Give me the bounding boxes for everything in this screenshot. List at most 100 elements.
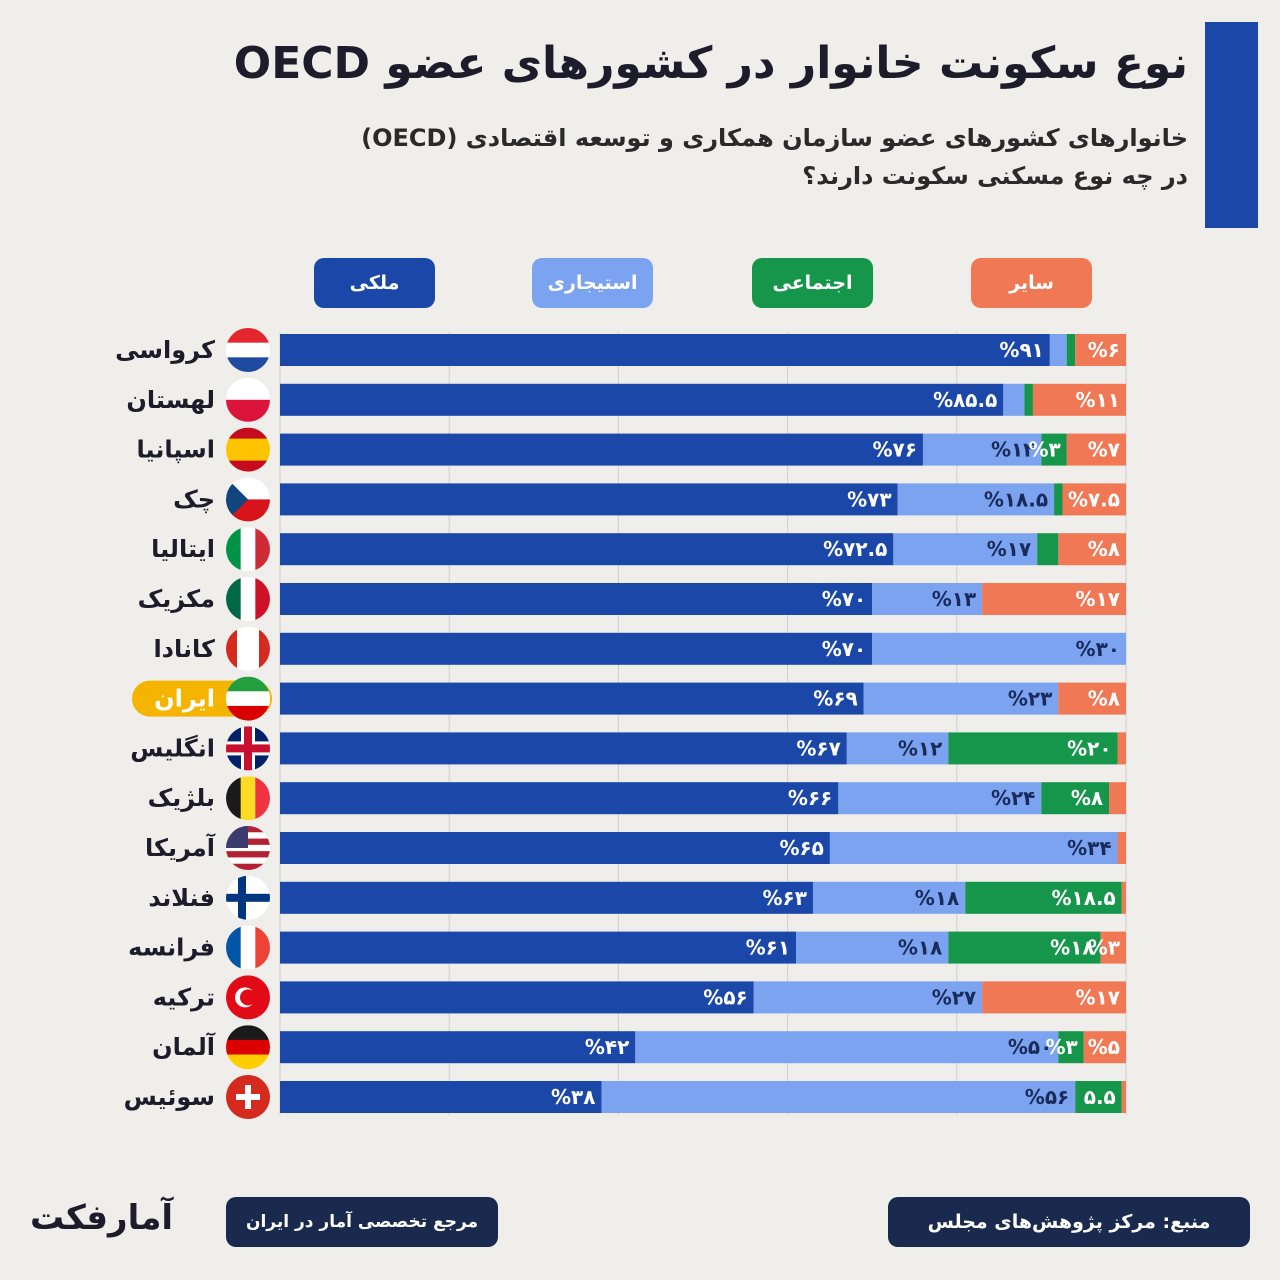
flag-stripe xyxy=(240,776,256,821)
flag-stripe xyxy=(226,1054,270,1070)
value-label: %۳ xyxy=(1029,438,1061,462)
flag-stripe xyxy=(255,577,270,621)
value-label: %۷۶ xyxy=(873,438,917,462)
flag xyxy=(226,377,270,422)
flag-stripe xyxy=(226,377,270,401)
flag-stripe xyxy=(226,438,270,451)
flag xyxy=(226,328,270,372)
bar-segment xyxy=(1049,334,1067,366)
bar-segment xyxy=(280,782,839,815)
bar-segment xyxy=(1117,732,1126,765)
value-label: %۱۸ xyxy=(1050,936,1094,960)
flag-canton xyxy=(226,826,248,848)
value-label: %۸ xyxy=(1088,537,1120,561)
value-label: %۶۳ xyxy=(763,886,807,910)
subtitle: در چه نوع مسکنی سکونت دارند؟ xyxy=(802,162,1188,190)
bar-segment xyxy=(796,931,949,964)
flag-stripe xyxy=(226,851,270,858)
legend-entry: اجتماعی xyxy=(752,258,873,308)
flag xyxy=(226,477,270,522)
flag-stripe xyxy=(255,776,270,821)
flag-stripe xyxy=(226,691,270,707)
bar-segment xyxy=(601,1081,1076,1113)
value-label: %۱۷ xyxy=(987,537,1031,561)
flag-stripe xyxy=(248,626,260,671)
flag-stripe xyxy=(226,705,270,721)
bar-segment xyxy=(1083,1031,1126,1064)
bar-segment xyxy=(812,881,966,914)
bar-segment xyxy=(280,931,797,964)
flag-stripe xyxy=(240,577,256,621)
bar-segment xyxy=(753,981,983,1014)
bar-segment xyxy=(1121,881,1126,914)
flag-stripe xyxy=(226,399,270,422)
value-label: %۱۲ xyxy=(898,736,942,760)
flag-cross xyxy=(245,1085,251,1109)
bar-segment xyxy=(280,682,864,715)
value-label: %۲۳ xyxy=(1008,687,1052,711)
value-label: %۷.۵ xyxy=(1068,487,1120,511)
value-label: %۱۴ xyxy=(991,438,1035,462)
value-label: %۱۸ xyxy=(915,886,959,910)
flag xyxy=(226,577,270,621)
legend-entry: ملکی xyxy=(314,258,435,308)
flag xyxy=(226,826,270,870)
flag-stripe xyxy=(226,925,242,970)
value-label: %۶۹ xyxy=(813,687,857,711)
value-label: %۹۱ xyxy=(999,338,1043,362)
value-label: %۱۷ xyxy=(1076,985,1120,1009)
value-label: %۸ xyxy=(1088,687,1120,711)
category-label: ترکیه xyxy=(153,983,215,1011)
category-label: فرانسه xyxy=(128,934,215,962)
bar-segment xyxy=(838,782,1042,815)
bar-segment xyxy=(1058,1031,1084,1064)
bar-segment xyxy=(948,732,1118,765)
value-label: %۳۴ xyxy=(1067,836,1111,860)
value-label: %۵۰ xyxy=(1008,1035,1052,1059)
bar-segment xyxy=(872,583,983,615)
bar-segment xyxy=(1109,782,1126,815)
bar-segment xyxy=(1062,483,1126,516)
bar-segment xyxy=(635,1031,1059,1064)
bar-segment xyxy=(280,533,894,566)
chart-title: نوع سکونت خانوار در کشورهای عضو OECD xyxy=(233,38,1188,89)
bar-segment xyxy=(1003,383,1025,416)
value-label: %۱۱ xyxy=(1076,388,1120,412)
flag-stripe xyxy=(226,328,270,344)
flag-cross xyxy=(238,875,246,920)
flag xyxy=(226,1025,270,1070)
bar-segment xyxy=(1058,682,1126,715)
legend-entry: استیجاری xyxy=(532,258,653,308)
bar-segment xyxy=(1066,334,1076,366)
category-label: کانادا xyxy=(153,635,215,663)
flag-stripe xyxy=(226,676,270,692)
bar-segment xyxy=(846,732,949,765)
value-label: %۲۷ xyxy=(932,985,976,1009)
value-label: %۷۰ xyxy=(822,637,866,661)
value-label: %۴۲ xyxy=(585,1035,629,1059)
bar-segment xyxy=(280,981,754,1014)
bar-segment xyxy=(1100,931,1126,964)
flag-stripe xyxy=(240,527,256,572)
flag-moon xyxy=(240,989,256,1006)
flag-stripe xyxy=(226,863,270,870)
flag-stripe xyxy=(259,626,270,671)
value-label: %۳۰ xyxy=(1076,637,1120,661)
value-label: %۱۷ xyxy=(1076,587,1120,611)
bar-segment xyxy=(280,383,1004,416)
bar-segment xyxy=(948,931,1101,964)
category-label: چک xyxy=(173,485,215,513)
value-label: ۵.۵ xyxy=(1084,1085,1116,1109)
flag xyxy=(226,925,270,970)
value-label: %۷۰ xyxy=(822,587,866,611)
flag-stripe xyxy=(226,357,270,372)
bar-segment xyxy=(872,632,1126,665)
value-label: %۲۰ xyxy=(1067,736,1111,760)
category-label: آلمان xyxy=(152,1032,216,1061)
bar-segment xyxy=(893,533,1038,566)
value-label: %۱۸.۵ xyxy=(1052,886,1116,910)
flag xyxy=(226,1075,270,1119)
value-label: %۷۳ xyxy=(847,487,891,511)
